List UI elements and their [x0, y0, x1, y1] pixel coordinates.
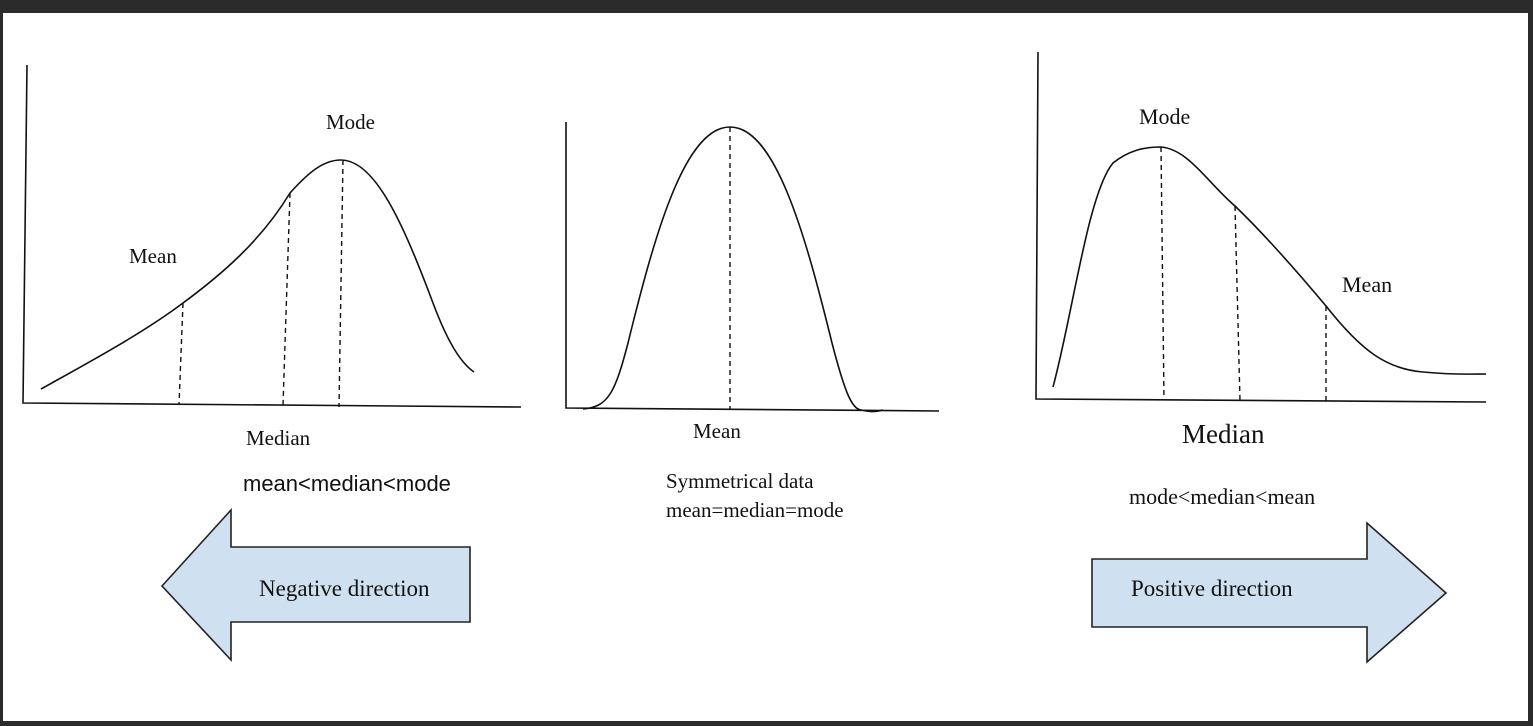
negative-direction-label: Negative direction — [259, 576, 430, 601]
right-median-line — [1234, 205, 1241, 402]
right-mode-line — [1160, 146, 1165, 401]
right-axes — [1035, 51, 1487, 403]
skewness-diagram: Mean Mode Median mean<median<mode Negati… — [22, 51, 1487, 664]
left-panel: Mean Mode Median mean<median<mode Negati… — [22, 64, 522, 663]
left-mean-line — [178, 302, 184, 406]
middle-caption-line2: mean=median=mode — [666, 498, 844, 522]
left-axes — [22, 64, 522, 408]
right-mode-label: Mode — [1139, 104, 1190, 129]
right-median-label: Median — [1182, 419, 1265, 449]
left-relation: mean<median<mode — [243, 471, 451, 496]
middle-caption-line1: Symmetrical data — [666, 469, 814, 493]
middle-axes — [565, 122, 940, 412]
left-median-label: Median — [246, 426, 311, 450]
right-mean-label: Mean — [1342, 272, 1392, 297]
diagram-canvas: Mean Mode Median mean<median<mode Negati… — [3, 13, 1528, 721]
negative-direction-arrow — [160, 507, 471, 663]
positive-direction-label: Positive direction — [1131, 576, 1293, 601]
middle-panel: Mean Symmetrical data mean=median=mode — [565, 122, 940, 522]
positive-direction-arrow — [1091, 521, 1448, 664]
middle-curve — [582, 126, 884, 413]
middle-mean-label: Mean — [693, 419, 741, 443]
left-median-line — [282, 192, 291, 406]
left-mode-line — [338, 159, 344, 408]
right-relation: mode<median<mean — [1129, 484, 1315, 509]
right-panel: Mode Mean Median mode<median<mean Positi… — [1035, 51, 1487, 664]
left-mean-label: Mean — [129, 244, 177, 268]
left-mode-label: Mode — [326, 110, 375, 134]
left-curve — [40, 159, 475, 390]
right-curve — [1052, 146, 1487, 388]
